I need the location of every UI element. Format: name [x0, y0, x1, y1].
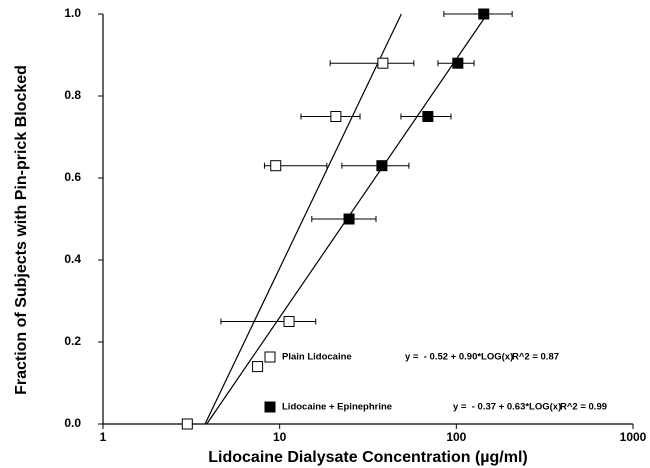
legend-label: Lidocaine + Epinephrine	[282, 402, 392, 413]
y-tick-label: 0.0	[64, 416, 81, 430]
point	[343, 213, 355, 225]
x-axis-label: Lidocaine Dialysate Concentration (µg/ml…	[208, 449, 528, 466]
legend-swatch	[264, 351, 276, 363]
y-tick-label: 0.8	[64, 88, 81, 102]
point	[252, 361, 264, 373]
point	[452, 57, 464, 69]
x-tick-label: 100	[446, 430, 466, 444]
point	[283, 316, 295, 327]
y-tick-label: 0.4	[64, 252, 81, 266]
legend-r2: R^2 = 0.87	[512, 352, 559, 363]
x-tick-label: 10	[273, 430, 287, 444]
x-tick-label: 1	[100, 430, 107, 444]
y-tick-label: 0.2	[64, 334, 81, 348]
point	[270, 160, 282, 172]
point	[422, 111, 434, 122]
legend-r2: R^2 = 0.99	[560, 402, 607, 413]
point	[376, 160, 388, 172]
x-tick-label: 1000	[620, 430, 647, 444]
y-tick-label: 1.0	[64, 6, 81, 20]
point	[330, 111, 342, 122]
fit-line	[204, 13, 402, 425]
legend-equation: y = - 0.52 + 0.90*LOG(x)	[405, 352, 513, 363]
legend-equation: y = - 0.37 + 0.63*LOG(x)	[453, 402, 561, 413]
legend-label: Plain Lidocaine	[282, 352, 352, 363]
y-tick-label: 0.6	[64, 170, 81, 184]
legend-swatch	[264, 401, 276, 413]
point	[478, 8, 490, 20]
point	[377, 57, 389, 69]
y-axis-label: Fraction of Subjects with Pin-prick Bloc…	[13, 65, 30, 395]
point	[181, 418, 193, 430]
